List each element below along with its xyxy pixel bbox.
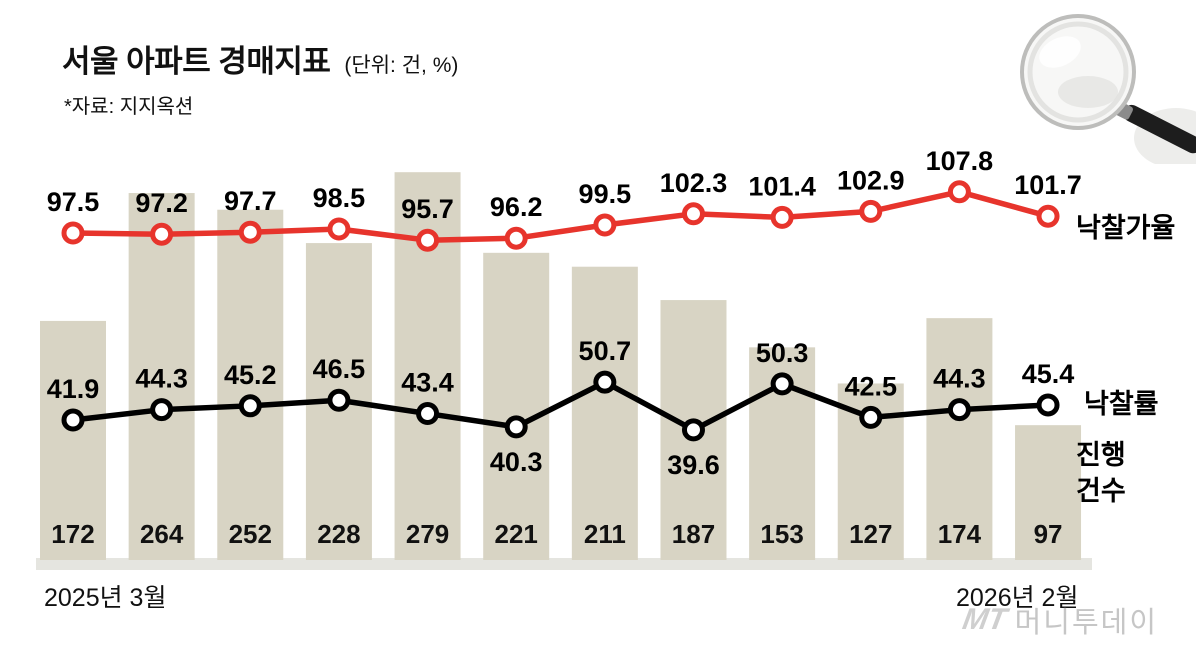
price-rate-value-label: 101.7 (1014, 170, 1082, 200)
sale-rate-value-label: 45.4 (1022, 359, 1075, 389)
title-unit: (단위: 건, %) (344, 54, 459, 77)
magnifier-handle (1123, 104, 1196, 154)
marker-sale-rate (150, 398, 174, 422)
marker-price-rate (1036, 204, 1060, 228)
marker-sale-rate (1036, 393, 1060, 417)
price-rate-value-label: 107.8 (926, 146, 994, 176)
page-title: 서울 아파트 경매지표 (62, 44, 331, 79)
bar-value-label: 264 (140, 519, 184, 549)
marker-sale-rate (238, 394, 262, 418)
bar-value-label: 153 (760, 519, 803, 549)
marker-price-rate (416, 228, 440, 252)
sale-rate-value-label: 42.5 (844, 371, 897, 401)
sale-rate-value-label: 50.7 (579, 336, 632, 366)
marker-price-rate (593, 213, 617, 237)
bar (217, 209, 284, 560)
bar (40, 320, 106, 560)
lens-highlight (1039, 36, 1081, 68)
marker-sale-rate (504, 415, 528, 439)
line-sale-rate (70, 379, 1051, 433)
sale-rate-value-label: 50.3 (756, 338, 809, 368)
marker-price-rate (859, 199, 883, 223)
logo-mt-mark: MT (960, 603, 1010, 636)
bar-value-label: 252 (229, 519, 272, 549)
price-rate-value-label: 102.3 (660, 168, 728, 198)
marker-price-rate (947, 180, 971, 204)
x-axis-label-end: 2026년 2월 (956, 584, 1079, 612)
baseline-strip (36, 558, 1092, 570)
bar-value-label: 187 (672, 519, 715, 549)
marker-price-rate (150, 222, 174, 246)
bar (483, 252, 550, 560)
bar-value-label: 211 (584, 519, 626, 549)
marker-price-rate (770, 205, 794, 229)
lens-shadow (1058, 76, 1118, 108)
sale-rate-value-label: 46.5 (313, 354, 366, 384)
magnifier-lens-ring (1020, 14, 1136, 130)
bar (1015, 425, 1082, 560)
marker-sale-rate (681, 418, 705, 442)
source-note: *자료: 지지옥션 (64, 96, 194, 118)
bar-value-label: 97 (1034, 519, 1063, 549)
price-rate-value-label: 96.2 (490, 192, 543, 222)
bar-value-label: 174 (938, 519, 982, 549)
price-rate-value-label: 102.9 (837, 165, 905, 195)
magnifier-image (1020, 14, 1196, 164)
price-rate-value-label: 97.5 (47, 187, 100, 217)
price-rate-value-label: 99.5 (579, 179, 632, 209)
sale-rate-value-label: 39.6 (667, 450, 720, 480)
magnifier-lens-inner (1027, 21, 1129, 123)
sale-rate-value-label: 44.3 (135, 364, 188, 394)
sale-rate-value-label: 41.9 (47, 374, 100, 404)
logo-text: 머니투데이 (1014, 607, 1158, 639)
bar (128, 193, 195, 561)
marker-sale-rate (61, 408, 85, 432)
bar-value-label: 228 (317, 519, 360, 549)
legend-sale-rate: 낙찰률 (1084, 389, 1159, 419)
marker-sale-rate (770, 372, 794, 396)
marker-sale-rate (859, 405, 883, 429)
line-price-rate (70, 189, 1051, 243)
price-rate-value-label: 97.7 (224, 186, 277, 216)
marker-sale-rate (947, 398, 971, 422)
x-axis-label-start: 2025년 3월 (44, 584, 167, 612)
marker-price-rate (504, 226, 528, 250)
marker-price-rate (238, 220, 262, 244)
title-row: 서울 아파트 경매지표 (단위: 건, %) (62, 36, 458, 81)
legend-case-count: 진행 건수 (1076, 440, 1126, 506)
marker-price-rate (681, 202, 705, 226)
bar-value-label: 127 (849, 519, 892, 549)
bar (926, 318, 993, 560)
price-rate-value-label: 101.4 (748, 171, 816, 201)
price-rate-value-label: 98.5 (313, 183, 366, 213)
marker-price-rate (327, 217, 351, 241)
marker-sale-rate (416, 402, 440, 426)
bar-value-label: 279 (406, 519, 449, 549)
sale-rate-value-label: 43.4 (401, 368, 454, 398)
marker-sale-rate (593, 370, 617, 394)
footer-logo: MT 머니투데이 (960, 599, 1158, 641)
price-rate-value-label: 97.2 (135, 188, 188, 218)
marker-price-rate (61, 221, 85, 245)
sale-rate-value-label: 40.3 (490, 447, 543, 477)
marker-sale-rate (327, 388, 351, 412)
price-rate-value-label: 95.7 (401, 194, 454, 224)
sale-rate-value-label: 45.2 (224, 360, 277, 390)
bar (571, 266, 638, 560)
legend-price-rate: 낙찰가율 (1076, 213, 1176, 243)
bar-value-label: 172 (51, 519, 94, 549)
bar-value-label: 221 (495, 519, 538, 549)
sale-rate-value-label: 44.3 (933, 364, 986, 394)
